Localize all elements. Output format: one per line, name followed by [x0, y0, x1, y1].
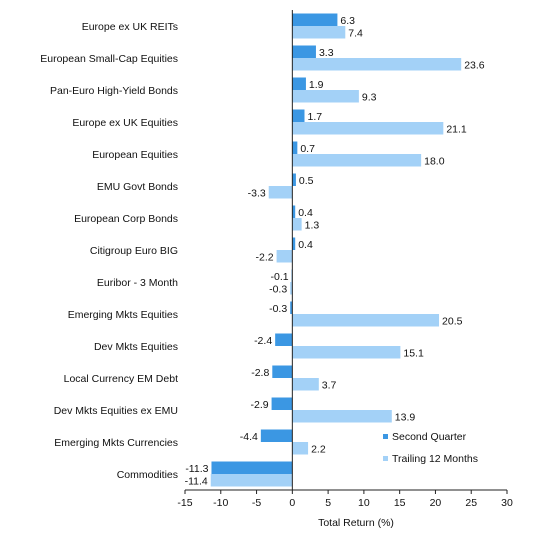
value-label-trailing-12-months-europe-ex-uk-equities: 21.1 [446, 123, 467, 135]
value-label-trailing-12-months-citigroup-euro-big: -2.2 [255, 251, 273, 263]
x-tick-label-0: -15 [177, 497, 192, 509]
bar-trailing-12-months-europe-ex-uk-equities [292, 122, 444, 135]
value-label-second-quarter-europe-ex-uk-equities: 1.7 [307, 111, 322, 123]
value-label-trailing-12-months-european-equities: 18.0 [424, 155, 445, 167]
bar-trailing-12-months-local-currency-em-debt [292, 378, 319, 391]
category-label-european-equities: European Equities [92, 149, 178, 161]
x-tick-label-4: 5 [325, 497, 331, 509]
bar-second-quarter-pan-euro-high-yield-bonds [292, 77, 306, 90]
category-label-local-currency-em-debt: Local Currency EM Debt [64, 373, 178, 385]
x-tick-label-3: 0 [289, 497, 295, 509]
value-label-second-quarter-dev-mkts-equities: -2.4 [254, 335, 272, 347]
value-label-trailing-12-months-commodities: -11.4 [185, 475, 208, 487]
value-label-second-quarter-emerging-mkts-equities: -0.3 [269, 303, 287, 315]
category-label-citigroup-euro-big: Citigroup Euro BIG [90, 245, 178, 257]
bar-trailing-12-months-dev-mkts-equities-ex-emu [292, 410, 392, 423]
value-label-trailing-12-months-euribor-3-month: -0.3 [269, 283, 287, 295]
bar-trailing-12-months-dev-mkts-equities [292, 346, 401, 359]
bar-second-quarter-dev-mkts-equities-ex-emu [271, 397, 293, 410]
legend: Second Quarter Trailing 12 Months [383, 431, 478, 465]
value-label-trailing-12-months-european-small-cap-equities: 23.6 [464, 59, 485, 71]
x-tick-label-9: 30 [501, 497, 513, 509]
value-label-trailing-12-months-europe-ex-uk-reits: 7.4 [348, 27, 363, 39]
bar-trailing-12-months-emerging-mkts-currencies [292, 442, 309, 455]
value-labels-layer: 6.37.4 3.3 23.6 1.9 9.3 1.7 21.1 0.7 18.0 0.5 -3.3… [185, 15, 485, 488]
category-label-pan-euro-high-yield-bonds: Pan-Euro High-Yield Bonds [50, 85, 178, 97]
bar-second-quarter-citigroup-euro-big [292, 237, 296, 250]
bar-trailing-12-months-commodities [210, 474, 293, 487]
bar-second-quarter-europe-ex-uk-equities [292, 109, 305, 122]
value-label-second-quarter-dev-mkts-equities-ex-emu: -2.9 [250, 399, 268, 411]
bar-trailing-12-months-european-corp-bonds [292, 218, 302, 231]
bar-trailing-12-months-emu-govt-bonds [268, 186, 293, 199]
value-label-second-quarter-local-currency-em-debt: -2.8 [251, 367, 269, 379]
value-label-trailing-12-months-dev-mkts-equities: 15.1 [403, 347, 424, 359]
value-label-trailing-12-months-local-currency-em-debt: 3.7 [322, 379, 337, 391]
bar-second-quarter-commodities [211, 461, 293, 474]
bar-trailing-12-months-european-equities [292, 154, 422, 167]
bar-second-quarter-emu-govt-bonds [292, 173, 296, 186]
bar-second-quarter-european-equities [292, 141, 298, 154]
category-label-emerging-mkts-currencies: Emerging Mkts Currencies [54, 437, 178, 449]
bar-second-quarter-emerging-mkts-currencies [260, 429, 293, 442]
bar-trailing-12-months-citigroup-euro-big [276, 250, 293, 263]
legend-label-second-quarter: Second Quarter [392, 431, 467, 443]
value-label-second-quarter-emu-govt-bonds: 0.5 [299, 175, 314, 187]
legend-swatch-trailing-12-months [383, 456, 388, 461]
category-label-emu-govt-bonds: EMU Govt Bonds [97, 181, 178, 193]
value-label-trailing-12-months-european-corp-bonds: 1.3 [305, 219, 320, 231]
x-tick-label-6: 15 [394, 497, 406, 509]
category-label-dev-mkts-equities: Dev Mkts Equities [94, 341, 178, 353]
category-label-dev-mkts-equities-ex-emu: Dev Mkts Equities ex EMU [54, 405, 178, 417]
x-tick-label-2: -5 [252, 497, 261, 509]
bar-trailing-12-months-europe-ex-uk-reits [292, 26, 346, 39]
value-label-second-quarter-pan-euro-high-yield-bonds: 1.9 [309, 79, 324, 91]
bar-second-quarter-europe-ex-uk-reits [292, 13, 338, 26]
value-label-second-quarter-commodities: -11.3 [185, 463, 208, 475]
bar-second-quarter-european-small-cap-equities [292, 45, 316, 58]
value-label-second-quarter-citigroup-euro-big: 0.4 [298, 239, 313, 251]
value-label-second-quarter-euribor-3-month: -0.1 [271, 271, 289, 283]
category-label-european-corp-bonds: European Corp Bonds [74, 213, 178, 225]
bars-layer [210, 13, 462, 487]
bar-trailing-12-months-pan-euro-high-yield-bonds [292, 90, 359, 103]
category-labels-layer: Europe ex UK REITs European Small-Cap Equ… [40, 21, 178, 481]
bar-second-quarter-local-currency-em-debt [272, 365, 293, 378]
value-label-trailing-12-months-dev-mkts-equities-ex-emu: 13.9 [395, 411, 416, 423]
value-label-trailing-12-months-emu-govt-bonds: -3.3 [248, 187, 266, 199]
category-label-europe-ex-uk-equities: Europe ex UK Equities [72, 117, 178, 129]
value-label-second-quarter-emerging-mkts-currencies: -4.4 [240, 431, 258, 443]
axis-layer: -15 -10 -5 0 5 10 15 20 25 30 Total Return (%) [177, 10, 513, 529]
bar-second-quarter-emerging-mkts-equities [290, 301, 293, 314]
value-label-trailing-12-months-emerging-mkts-equities: 20.5 [442, 315, 463, 327]
category-label-commodities: Commodities [117, 469, 178, 481]
x-tick-label-5: 10 [358, 497, 370, 509]
category-label-european-small-cap-equities: European Small-Cap Equities [40, 53, 178, 65]
bar-trailing-12-months-european-small-cap-equities [292, 58, 462, 71]
x-tick-label-8: 25 [465, 497, 477, 509]
bar-trailing-12-months-euribor-3-month [290, 282, 293, 295]
category-label-euribor-3-month: Euribor - 3 Month [97, 277, 178, 289]
value-label-second-quarter-european-small-cap-equities: 3.3 [319, 47, 334, 59]
bar-trailing-12-months-emerging-mkts-equities [292, 314, 440, 327]
legend-swatch-second-quarter [383, 434, 388, 439]
value-label-trailing-12-months-emerging-mkts-currencies: 2.2 [311, 443, 326, 455]
value-label-second-quarter-european-equities: 0.7 [300, 143, 315, 155]
legend-label-trailing-12-months: Trailing 12 Months [392, 453, 478, 465]
category-label-emerging-mkts-equities: Emerging Mkts Equities [68, 309, 178, 321]
bar-second-quarter-dev-mkts-equities [275, 333, 293, 346]
category-label-europe-ex-uk-reits: Europe ex UK REITs [82, 21, 178, 33]
value-label-trailing-12-months-pan-euro-high-yield-bonds: 9.3 [362, 91, 377, 103]
x-axis-title: Total Return (%) [318, 517, 394, 529]
x-tick-label-1: -10 [213, 497, 228, 509]
x-tick-label-7: 20 [430, 497, 442, 509]
value-label-second-quarter-europe-ex-uk-reits: 6.3 [340, 15, 355, 27]
value-label-second-quarter-european-corp-bonds: 0.4 [298, 207, 313, 219]
bar-second-quarter-european-corp-bonds [292, 205, 296, 218]
